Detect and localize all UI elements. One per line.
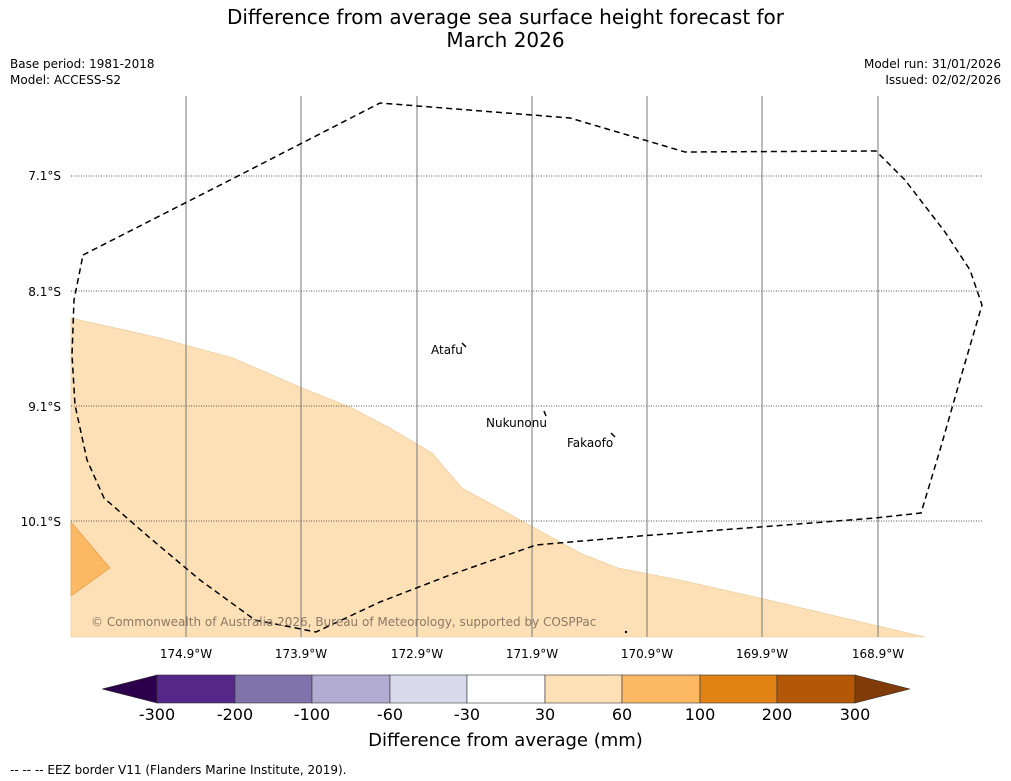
colorbar-tick-2: -200 (216, 705, 254, 724)
lon-label-4: 171.9°W (506, 647, 558, 661)
island-label-nukunonu: Nukunonu (486, 416, 547, 430)
lat-label-4: 10.1°S (21, 515, 61, 529)
atafu-island-mark (461, 342, 467, 348)
lon-label-1: 174.9°W (160, 647, 212, 661)
anomaly-region-30-60 (70, 317, 926, 638)
colorbar-tick-4: -60 (376, 705, 404, 724)
colorbar-tick-7: 60 (611, 705, 633, 724)
colorbar-bin-6 (544, 674, 623, 704)
colorbar-bin-5 (466, 674, 546, 704)
colorbar (101, 674, 911, 704)
anomaly-region-60-100 (70, 521, 111, 597)
lat-label-2: 8.1°S (28, 285, 61, 299)
colorbar-bin-7 (621, 674, 701, 704)
lon-label-2: 173.9°W (275, 647, 327, 661)
lat-label-1: 7.1°S (28, 169, 61, 183)
colorbar-title: Difference from average (mm) (368, 730, 643, 751)
colorbar-tick-9: 200 (761, 705, 793, 724)
lon-label-3: 172.9°W (391, 647, 443, 661)
colorbar-tick-5: -30 (453, 705, 481, 724)
small-island-mark (624, 630, 628, 634)
meta-right: Model run: 31/01/2026 Issued: 02/02/2026 (864, 56, 1001, 88)
colorbar-bin-1 (156, 674, 236, 704)
chart-title: Difference from average sea surface heig… (0, 6, 1011, 52)
fakaofo-island-mark (610, 432, 616, 438)
lat-label-3: 9.1°S (28, 400, 61, 414)
base-period: Base period: 1981-2018 (10, 57, 155, 71)
longitude-gridlines (185, 96, 879, 637)
eez-border (71, 102, 983, 633)
model-run: Model run: 31/01/2026 (863, 57, 1001, 71)
meta-left: Base period: 1981-2018 Model: ACCESS-S2 (10, 56, 155, 88)
nukunonu-island-mark (543, 410, 547, 417)
colorbar-tick-3: -100 (293, 705, 331, 724)
island-label-atafu: Atafu (431, 343, 463, 357)
lon-label-6: 169.9°W (736, 647, 788, 661)
colorbar-tick-10: 300 (839, 705, 871, 724)
title-line-2: March 2026 (446, 28, 565, 52)
model-name: Model: ACCESS-S2 (10, 73, 122, 87)
island-label-fakaofo: Fakaofo (567, 436, 613, 450)
issued-date: Issued: 02/02/2026 (885, 73, 1001, 87)
copyright-notice: © Commonwealth of Australia 2026, Bureau… (91, 615, 596, 629)
latitude-gridlines (71, 175, 982, 522)
colorbar-bin-8 (699, 674, 778, 704)
lon-label-5: 170.9°W (621, 647, 673, 661)
colorbar-bin-3 (311, 674, 391, 704)
eez-footnote: -- -- -- EEZ border V11 (Flanders Marine… (10, 763, 347, 777)
colorbar-bin-2 (234, 674, 313, 704)
colorbar-bin-4 (389, 674, 468, 704)
colorbar-extend-high (854, 674, 911, 704)
title-line-1: Difference from average sea surface heig… (226, 5, 785, 29)
colorbar-tick-1: -300 (138, 705, 176, 724)
colorbar-extend-low (101, 674, 158, 704)
lon-label-7: 168.9°W (852, 647, 904, 661)
colorbar-bin-9 (776, 674, 856, 704)
colorbar-tick-8: 100 (684, 705, 716, 724)
colorbar-tick-6: 30 (534, 705, 556, 724)
